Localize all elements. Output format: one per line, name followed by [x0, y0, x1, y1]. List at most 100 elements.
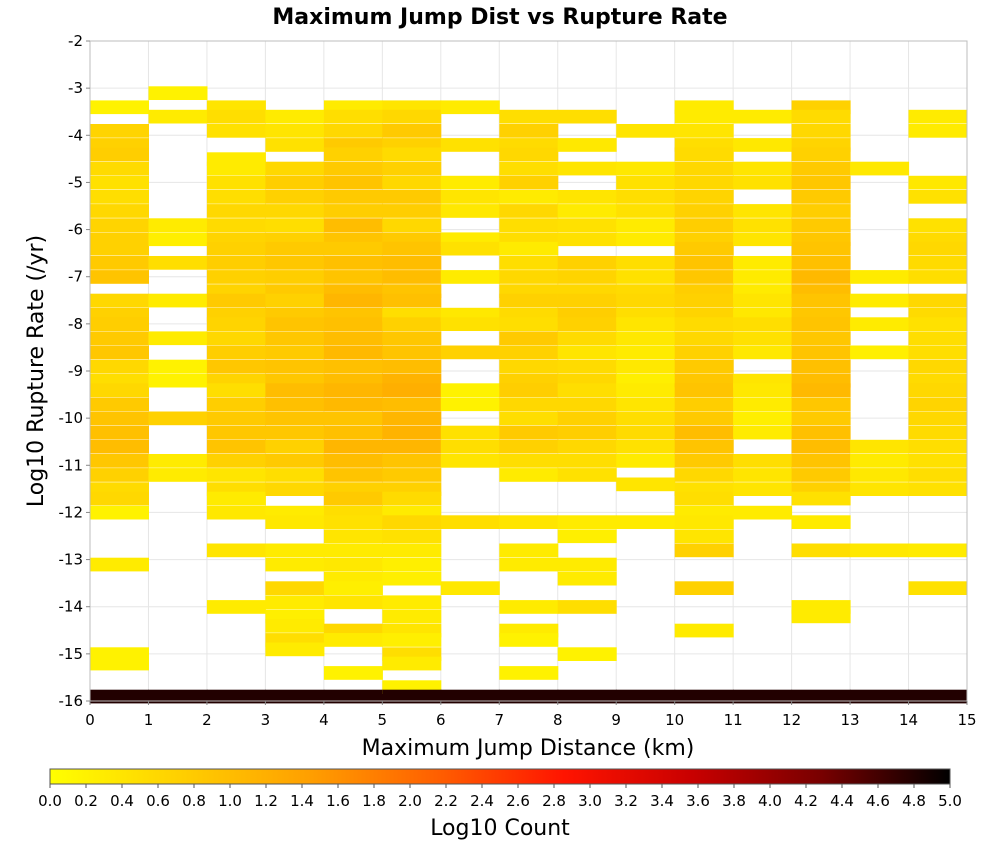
colorbar-tick-label: 0.4 — [110, 792, 134, 810]
heatmap-cell — [557, 190, 617, 204]
heatmap-cell — [382, 656, 442, 671]
heatmap-cell — [674, 256, 734, 270]
heatmap-cell — [382, 439, 442, 454]
heatmap-cell — [674, 581, 734, 595]
colorbar-ticks: 0.0 0.2 0.4 0.6 0.8 1.0 1.2 1.4 1.6 1.8 2.0 2.2 2.4 2… — [38, 784, 962, 810]
heatmap-cell — [90, 270, 149, 284]
heatmap-cell — [791, 256, 851, 270]
heatmap-cell — [323, 147, 383, 162]
heatmap-cell — [440, 425, 500, 440]
colorbar-tick-label: 4.6 — [866, 792, 890, 810]
heatmap-cell — [440, 175, 500, 190]
heatmap-cell — [206, 218, 266, 232]
heatmap-cell — [674, 109, 734, 124]
x-axis-ticks: 0 1 2 3 4 5 6 7 8 9 10 11 12 13 14 15 — [85, 701, 977, 729]
colorbar-tick-label: 3.0 — [578, 792, 602, 810]
heatmap-cell — [908, 270, 968, 284]
heatmap-cell — [499, 190, 559, 204]
colorbar-tick-label: 4.8 — [902, 792, 926, 810]
heatmap-cell — [206, 468, 266, 482]
heatmap-cell — [791, 359, 851, 374]
heatmap-cell — [206, 124, 266, 138]
heatmap-cell — [206, 359, 266, 374]
heatmap-cell — [499, 109, 559, 124]
heatmap-cell — [323, 345, 383, 360]
heatmap-cell — [265, 317, 325, 331]
colorbar-tick-label: 1.0 — [218, 792, 242, 810]
heatmap-cell — [265, 383, 325, 397]
heatmap-cell — [323, 218, 383, 232]
heatmap-cell — [733, 317, 793, 331]
heatmap-cell — [265, 515, 325, 529]
heatmap-cell — [499, 175, 559, 190]
heatmap-cell — [382, 397, 442, 412]
heatmap-cell — [674, 454, 734, 468]
colorbar-tick-label: 3.4 — [650, 792, 674, 810]
heatmap-cell — [908, 482, 968, 496]
heatmap-cell — [323, 439, 383, 454]
heatmap-cell — [206, 256, 266, 270]
x-tick-label: 12 — [782, 711, 801, 729]
colorbar-tick-label: 2.2 — [434, 792, 458, 810]
heatmap-cell — [90, 439, 149, 454]
heatmap-cell — [674, 345, 734, 360]
heatmap-cell — [850, 543, 910, 558]
heatmap-cell — [674, 190, 734, 204]
colorbar-tick-label: 4.2 — [794, 792, 818, 810]
heatmap-cell — [557, 317, 617, 331]
heatmap-cell — [206, 161, 266, 176]
colorbar — [49, 768, 951, 785]
heatmap-cell — [557, 359, 617, 374]
heatmap-cell — [499, 241, 559, 256]
heatmap-cell — [674, 124, 734, 138]
heatmap-cell — [499, 256, 559, 270]
heatmap-cell — [323, 270, 383, 284]
heatmap-cell — [557, 161, 617, 176]
heatmap-cell — [323, 383, 383, 397]
heatmap-cell — [499, 454, 559, 468]
heatmap-cell — [791, 543, 851, 558]
heatmap-cell — [733, 109, 793, 124]
heatmap-cell — [616, 345, 676, 360]
heatmap-cell — [265, 642, 325, 657]
heatmap-cell — [850, 468, 910, 482]
heatmap-cell — [499, 359, 559, 374]
y-tick-label: -13 — [59, 551, 84, 569]
heatmap-cell — [499, 317, 559, 331]
heatmap-cell — [90, 656, 149, 671]
heatmap-cell — [265, 425, 325, 440]
heatmap-cell — [323, 204, 383, 218]
heatmap-cell — [265, 218, 325, 232]
heatmap-cell — [440, 100, 500, 115]
colorbar-tick-label: 2.8 — [542, 792, 566, 810]
heatmap-cell — [791, 190, 851, 204]
heatmap-cell — [323, 256, 383, 270]
colorbar-tick-label: 0.0 — [38, 792, 62, 810]
colorbar-tick-label: 0.2 — [74, 792, 98, 810]
heatmap-cell — [90, 454, 149, 468]
heatmap-cell — [791, 270, 851, 284]
heatmap-cell — [733, 425, 793, 440]
heatmap-cell — [850, 689, 910, 704]
heatmap-cell — [674, 439, 734, 454]
heatmap-cell — [323, 317, 383, 331]
heatmap-cell — [557, 256, 617, 270]
heatmap-cell — [616, 161, 676, 176]
heatmap-cell — [499, 124, 559, 138]
x-tick-label: 7 — [494, 711, 504, 729]
heatmap-cell — [733, 138, 793, 152]
heatmap-cell — [733, 383, 793, 397]
heatmap-cell — [674, 515, 734, 529]
heatmap-cell — [90, 241, 149, 256]
heatmap-cell — [791, 124, 851, 138]
heatmap-cell — [616, 411, 676, 426]
heatmap-cell — [908, 256, 968, 270]
heatmap-cell — [908, 468, 968, 482]
heatmap-cell — [265, 411, 325, 426]
heatmap-cell — [382, 270, 442, 284]
heatmap-cell — [674, 317, 734, 331]
heatmap-cell — [616, 515, 676, 529]
heatmap-cell — [499, 633, 559, 647]
colorbar-tick-label: 5.0 — [938, 792, 962, 810]
heatmap-cell — [557, 218, 617, 232]
